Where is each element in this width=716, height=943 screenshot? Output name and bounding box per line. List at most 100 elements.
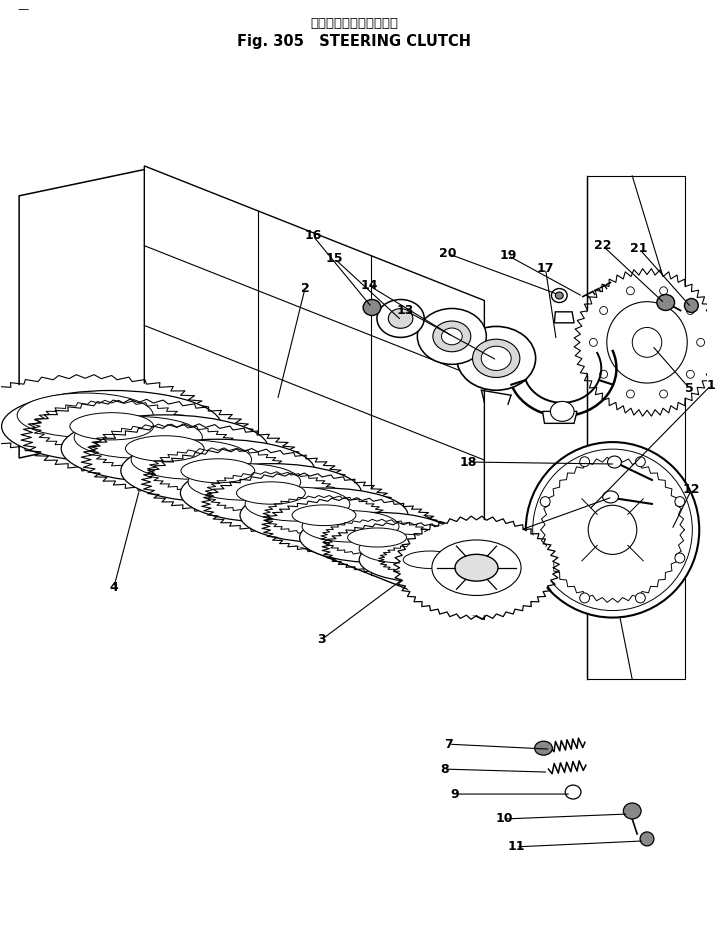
Ellipse shape bbox=[61, 415, 268, 482]
Ellipse shape bbox=[640, 832, 654, 846]
Ellipse shape bbox=[457, 326, 536, 390]
Ellipse shape bbox=[526, 442, 700, 618]
Text: 3: 3 bbox=[317, 633, 326, 646]
Ellipse shape bbox=[91, 427, 291, 492]
Text: Fig. 305   STEERING CLUTCH: Fig. 305 STEERING CLUTCH bbox=[237, 34, 471, 49]
Ellipse shape bbox=[589, 339, 597, 346]
Ellipse shape bbox=[541, 553, 550, 563]
Ellipse shape bbox=[240, 488, 408, 542]
Ellipse shape bbox=[417, 308, 486, 364]
Text: 10: 10 bbox=[495, 813, 513, 825]
Ellipse shape bbox=[606, 302, 687, 383]
Ellipse shape bbox=[245, 488, 350, 521]
Ellipse shape bbox=[473, 339, 520, 377]
Ellipse shape bbox=[125, 436, 204, 461]
Text: 8: 8 bbox=[440, 763, 449, 776]
Ellipse shape bbox=[636, 456, 645, 467]
Ellipse shape bbox=[535, 741, 552, 755]
Text: 11: 11 bbox=[507, 840, 525, 853]
Text: 19: 19 bbox=[499, 249, 517, 262]
Ellipse shape bbox=[684, 299, 698, 312]
Ellipse shape bbox=[121, 439, 315, 503]
Ellipse shape bbox=[180, 464, 362, 522]
Ellipse shape bbox=[580, 274, 714, 410]
Ellipse shape bbox=[348, 528, 407, 547]
Ellipse shape bbox=[432, 540, 521, 595]
Ellipse shape bbox=[533, 449, 692, 610]
Ellipse shape bbox=[675, 553, 684, 563]
Ellipse shape bbox=[541, 497, 550, 506]
Polygon shape bbox=[543, 411, 577, 423]
Ellipse shape bbox=[551, 289, 567, 303]
Ellipse shape bbox=[600, 371, 608, 378]
Ellipse shape bbox=[377, 300, 425, 338]
Ellipse shape bbox=[212, 474, 330, 512]
Ellipse shape bbox=[329, 524, 478, 572]
Ellipse shape bbox=[659, 287, 667, 295]
Text: ステアリング　クラッチ: ステアリング クラッチ bbox=[310, 17, 398, 30]
Ellipse shape bbox=[636, 593, 645, 603]
Text: 7: 7 bbox=[445, 737, 453, 751]
Ellipse shape bbox=[188, 464, 301, 500]
Ellipse shape bbox=[70, 413, 153, 439]
Ellipse shape bbox=[0, 378, 198, 452]
Text: 21: 21 bbox=[630, 242, 648, 256]
Ellipse shape bbox=[359, 535, 448, 563]
Ellipse shape bbox=[687, 371, 695, 378]
Text: 1: 1 bbox=[707, 379, 715, 391]
Ellipse shape bbox=[632, 327, 662, 357]
Text: 22: 22 bbox=[594, 240, 611, 252]
Text: 15: 15 bbox=[326, 252, 343, 265]
Ellipse shape bbox=[326, 521, 427, 554]
Ellipse shape bbox=[155, 450, 281, 491]
Text: —: — bbox=[17, 5, 29, 14]
Ellipse shape bbox=[292, 505, 356, 525]
Ellipse shape bbox=[580, 456, 589, 467]
Ellipse shape bbox=[580, 593, 589, 603]
Ellipse shape bbox=[150, 452, 338, 512]
Ellipse shape bbox=[433, 321, 471, 352]
Text: 2: 2 bbox=[301, 282, 309, 295]
Ellipse shape bbox=[40, 403, 183, 450]
Text: 13: 13 bbox=[397, 304, 414, 317]
Ellipse shape bbox=[299, 512, 455, 563]
Ellipse shape bbox=[675, 497, 684, 506]
Ellipse shape bbox=[442, 328, 463, 345]
Ellipse shape bbox=[697, 339, 705, 346]
Polygon shape bbox=[19, 169, 147, 458]
Ellipse shape bbox=[481, 346, 511, 371]
Text: 14: 14 bbox=[360, 279, 378, 292]
Ellipse shape bbox=[551, 402, 574, 422]
Ellipse shape bbox=[608, 456, 621, 468]
Ellipse shape bbox=[388, 308, 413, 328]
Ellipse shape bbox=[32, 403, 245, 472]
Ellipse shape bbox=[400, 520, 553, 616]
Ellipse shape bbox=[657, 294, 674, 310]
Ellipse shape bbox=[1, 390, 222, 462]
Ellipse shape bbox=[603, 491, 619, 503]
Ellipse shape bbox=[589, 505, 637, 554]
Text: 18: 18 bbox=[460, 455, 478, 469]
Ellipse shape bbox=[403, 551, 457, 569]
Ellipse shape bbox=[236, 482, 305, 505]
Text: 6: 6 bbox=[478, 538, 487, 551]
Ellipse shape bbox=[270, 500, 431, 553]
Ellipse shape bbox=[74, 417, 203, 458]
Ellipse shape bbox=[565, 786, 581, 799]
Ellipse shape bbox=[384, 545, 476, 574]
Ellipse shape bbox=[455, 554, 498, 581]
Ellipse shape bbox=[181, 459, 255, 483]
Ellipse shape bbox=[97, 426, 232, 471]
Text: 20: 20 bbox=[439, 247, 457, 260]
Text: 16: 16 bbox=[304, 229, 321, 242]
Ellipse shape bbox=[626, 287, 634, 295]
Polygon shape bbox=[145, 166, 484, 620]
Ellipse shape bbox=[131, 440, 251, 479]
Ellipse shape bbox=[687, 306, 695, 314]
Ellipse shape bbox=[359, 537, 501, 583]
Polygon shape bbox=[554, 312, 574, 323]
Ellipse shape bbox=[659, 390, 667, 398]
Text: 9: 9 bbox=[450, 787, 459, 801]
Text: 17: 17 bbox=[537, 262, 554, 275]
Ellipse shape bbox=[624, 803, 641, 819]
